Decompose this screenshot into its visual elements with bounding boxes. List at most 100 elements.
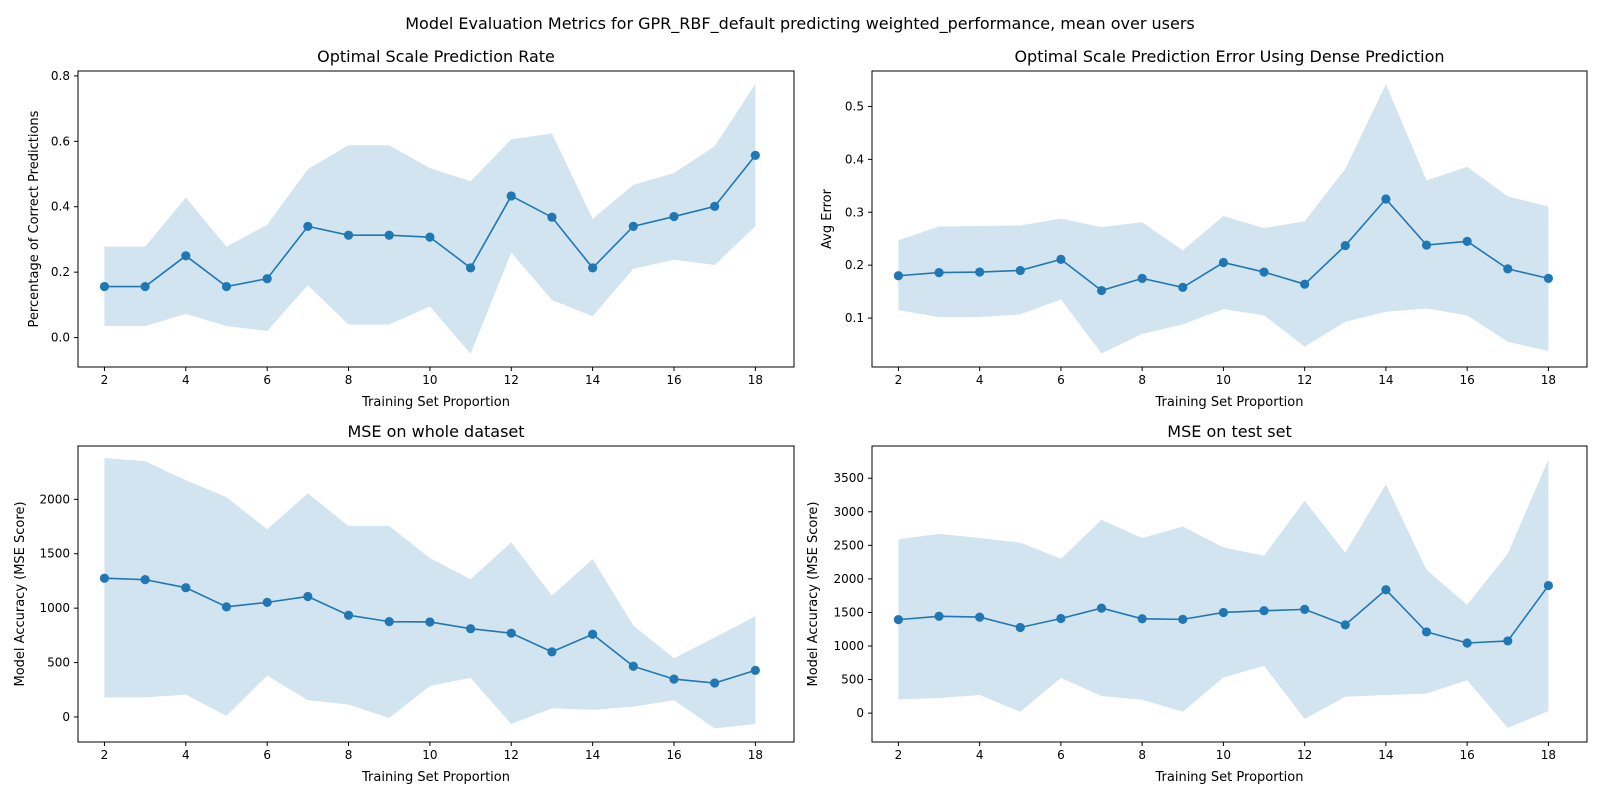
y-tick-label: 0.1 [845,311,864,325]
data-point [303,591,313,602]
data-point [1218,607,1229,618]
plot-area [893,459,1554,728]
plot-area [99,84,760,354]
x-tick-label: 18 [1541,748,1556,762]
data-point [628,221,638,231]
data-point [1462,638,1472,648]
x-tick-label: 18 [748,748,763,762]
figure-suptitle: Model Evaluation Metrics for GPR_RBF_def… [405,14,1195,34]
data-point [1340,240,1350,251]
confidence-band [898,459,1549,728]
data-point [1218,257,1229,268]
chart-mse-whole-dataset: MSE on whole dataset 2 4 6 8 10 12 14 16 18 0 500 10… [13,422,795,785]
data-point [975,612,985,622]
y-tick-label: 1500 [39,547,70,561]
y-tick-label: 3500 [833,471,864,485]
data-point [710,678,720,688]
x-tick-label: 12 [504,748,519,762]
x-axis-label: Training Set Proportion [1155,770,1304,785]
x-tick-label: 12 [1297,373,1312,387]
y-tick-label: 0.8 [51,69,70,83]
data-point [1178,614,1188,624]
data-point [588,263,598,273]
y-axis-label: Model Accuracy (MSE Score) [806,501,821,686]
x-tick-label: 12 [504,373,519,387]
data-point [934,611,944,621]
data-point [1462,236,1472,246]
x-tick-label: 18 [748,373,763,387]
chart-title: MSE on test set [1167,422,1291,441]
data-point [425,232,435,242]
y-tick-label: 1000 [833,639,864,653]
y-tick-label: 2000 [39,492,70,506]
y-tick-label: 3000 [833,505,864,519]
x-tick-label: 8 [345,748,353,762]
data-point [343,230,354,240]
x-tick-label: 4 [182,748,190,762]
data-point [710,201,720,212]
axes-frame [77,70,795,368]
data-point [1096,285,1107,296]
y-tick-label: 0.6 [51,134,70,148]
x-tick-label: 8 [345,373,353,387]
data-point [893,615,904,625]
data-point [1015,265,1025,276]
x-tick-label: 14 [1378,373,1393,387]
x-tick-label: 14 [585,373,600,387]
plot-area [893,84,1554,354]
data-point [588,629,598,639]
data-point [669,674,679,684]
y-tick-label: 1000 [39,601,70,615]
data-point [181,583,191,593]
y-tick-label: 0.2 [51,265,70,279]
data-point [140,575,150,585]
data-point [1543,580,1554,591]
data-point [669,211,679,222]
confidence-band [104,84,756,354]
data-point [262,274,272,284]
data-point [303,221,313,231]
data-point [1259,606,1269,616]
axes-frame [871,445,1588,743]
y-tick-label: 0.2 [845,258,864,272]
data-point [506,191,516,201]
data-point [628,661,638,671]
data-point [465,624,476,634]
data-point [975,267,985,277]
data-point [1096,603,1107,613]
data-point [1178,282,1188,292]
axes-frame [77,445,795,743]
data-point [547,212,557,222]
data-point [465,263,476,273]
y-tick-label: 0.4 [51,200,70,214]
data-point [1300,279,1310,289]
chart-mse-test-set: MSE on test set 2 4 6 8 10 12 14 16 18 0 500 1000 150… [806,422,1588,785]
x-tick-label: 16 [1460,748,1475,762]
data-point [1300,604,1310,614]
x-tick-label: 2 [101,748,109,762]
confidence-band [104,457,756,729]
data-point [99,573,110,583]
data-point [140,281,150,292]
data-point [1259,267,1269,277]
data-point [1381,194,1391,204]
confidence-band [898,84,1549,354]
data-point [893,271,904,281]
data-point [1056,613,1066,624]
data-point [1421,240,1432,250]
data-point [506,628,516,638]
data-point [1137,614,1147,624]
chart-title: Optimal Scale Prediction Error Using Den… [1014,47,1444,66]
x-tick-label: 2 [101,373,109,387]
data-point [750,665,760,675]
x-tick-label: 2 [895,373,903,387]
data-point [384,230,394,240]
data-point [1421,627,1432,637]
x-tick-label: 6 [263,748,271,762]
data-point [221,602,232,612]
x-tick-label: 12 [1297,748,1312,762]
data-point [221,281,232,292]
x-tick-label: 14 [1378,748,1393,762]
x-tick-label: 10 [422,373,437,387]
